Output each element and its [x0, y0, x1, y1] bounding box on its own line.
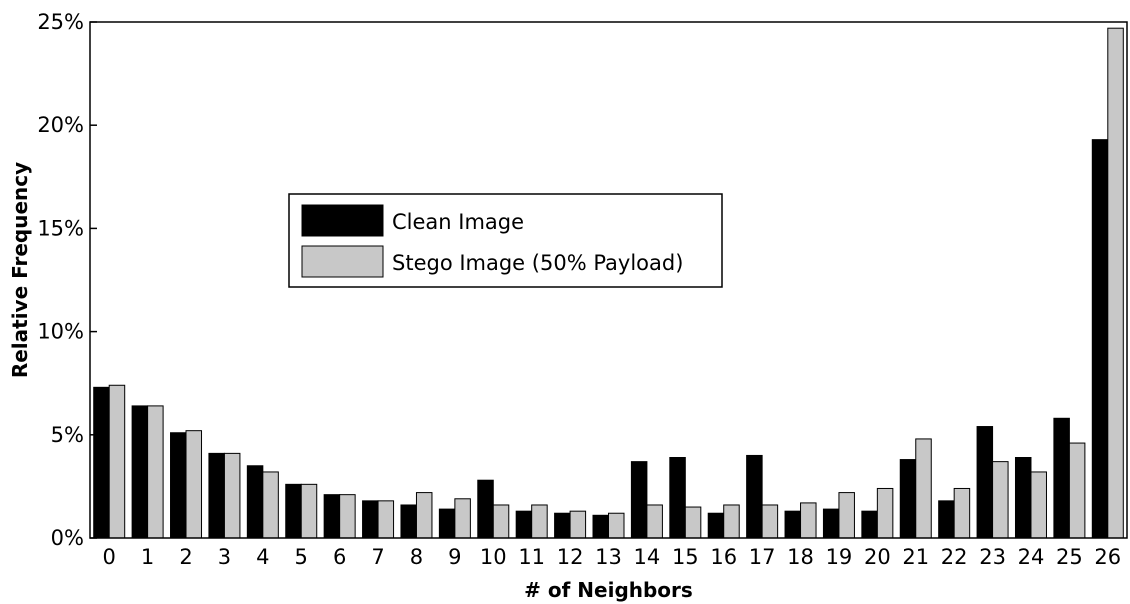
x-tick-label: 1	[141, 545, 154, 569]
x-tick-label: 24	[1018, 545, 1045, 569]
x-tick-label: 25	[1056, 545, 1083, 569]
x-tick-label: 17	[749, 545, 776, 569]
bar-clean	[362, 500, 379, 539]
bar-clean	[323, 494, 341, 539]
bar-clean	[707, 512, 725, 539]
bar-stego	[147, 405, 164, 539]
bar-stego	[339, 494, 356, 539]
bar-clean	[669, 457, 686, 539]
bar-clean	[246, 465, 264, 539]
bar-clean	[861, 510, 878, 539]
x-tick-label: 26	[1094, 545, 1121, 569]
bar-stego	[838, 492, 855, 539]
x-tick-label: 11	[518, 545, 545, 569]
x-tick-label: 7	[371, 545, 384, 569]
bar-clean	[784, 510, 802, 539]
y-axis-title: Relative Frequency	[8, 162, 32, 378]
bar-clean	[438, 508, 456, 539]
legend-swatch-stego	[301, 245, 384, 278]
bar-clean	[477, 479, 494, 539]
bar-stego	[185, 430, 203, 539]
x-tick-label: 0	[103, 545, 116, 569]
bar-clean	[1014, 457, 1032, 539]
legend-label-clean: Clean Image	[392, 210, 524, 234]
bar-stego	[531, 504, 548, 539]
bar-stego	[876, 487, 894, 539]
bar-clean	[131, 405, 149, 539]
bar-clean	[554, 512, 571, 539]
bar-stego	[454, 498, 471, 539]
bar-stego	[1030, 471, 1047, 539]
bar-clean	[822, 508, 840, 539]
y-tick-label: 0%	[51, 526, 84, 550]
bar-stego	[723, 504, 740, 539]
x-tick-label: 21	[902, 545, 929, 569]
bar-stego	[684, 506, 702, 539]
x-axis-title: # of Neighbors	[524, 578, 693, 602]
bar-stego	[377, 500, 395, 539]
y-tick-label: 25%	[37, 10, 84, 34]
bar-stego	[761, 504, 779, 539]
bar-stego	[608, 512, 625, 539]
x-tick-label: 12	[557, 545, 584, 569]
bar-clean	[93, 386, 110, 539]
x-tick-label: 13	[595, 545, 622, 569]
x-tick-label: 5	[295, 545, 308, 569]
bar-clean	[899, 459, 917, 539]
x-tick-label: 22	[941, 545, 968, 569]
plot-frame	[89, 21, 1128, 539]
bar-stego	[800, 502, 817, 539]
bar-stego	[992, 461, 1009, 539]
x-tick-label: 15	[672, 545, 699, 569]
x-tick-label: 4	[256, 545, 269, 569]
x-tick-label: 10	[480, 545, 507, 569]
bar-clean	[938, 500, 955, 539]
x-axis-ticks: 0 1 2 3 4 5 6 7 8 9 10 11 12 13 14 15 16 17 18 19 20 21 22 23 24…	[103, 545, 1122, 569]
x-tick-label: 2	[179, 545, 192, 569]
bar-stego	[953, 487, 971, 539]
y-tick-label: 10%	[37, 320, 84, 344]
bar-stego	[1068, 442, 1086, 539]
bar-clean	[1091, 139, 1109, 539]
y-tick-label: 5%	[51, 423, 84, 447]
bar-clean	[208, 452, 225, 539]
bar-stego	[1107, 27, 1124, 539]
bar-clean	[285, 483, 302, 539]
y-axis-ticks: 0% 5% 10% 15% 20% 25%	[37, 10, 97, 550]
bar-stego	[223, 452, 241, 539]
bar-stego	[300, 483, 318, 539]
y-tick-label: 15%	[37, 216, 84, 240]
bar-clean	[630, 461, 648, 539]
bar-stego	[569, 510, 587, 539]
x-tick-label: 8	[410, 545, 423, 569]
x-tick-label: 14	[634, 545, 661, 569]
x-tick-label: 20	[864, 545, 891, 569]
bar-stego	[108, 384, 126, 539]
bar-clean	[170, 432, 187, 539]
y-tick-label: 20%	[37, 113, 84, 137]
x-tick-label: 9	[448, 545, 461, 569]
bar-clean	[592, 514, 609, 539]
bar-stego	[915, 438, 932, 539]
bar-clean	[976, 426, 994, 539]
bar-clean	[746, 454, 763, 539]
bar-clean	[1053, 417, 1070, 539]
bar-clean	[400, 504, 417, 539]
x-tick-label: 19	[826, 545, 853, 569]
x-tick-label: 6	[333, 545, 346, 569]
x-tick-label: 3	[218, 545, 231, 569]
x-tick-label: 23	[979, 545, 1006, 569]
legend: Clean Image Stego Image (50% Payload)	[288, 193, 723, 288]
x-tick-label: 16	[710, 545, 737, 569]
legend-label-stego: Stego Image (50% Payload)	[392, 251, 683, 275]
bar-stego	[262, 471, 279, 539]
bar-clean	[515, 510, 533, 539]
bar-stego	[646, 504, 663, 539]
bar-stego	[492, 504, 510, 539]
x-tick-label: 18	[787, 545, 814, 569]
legend-swatch-clean	[301, 204, 384, 237]
bar-stego	[415, 492, 433, 539]
